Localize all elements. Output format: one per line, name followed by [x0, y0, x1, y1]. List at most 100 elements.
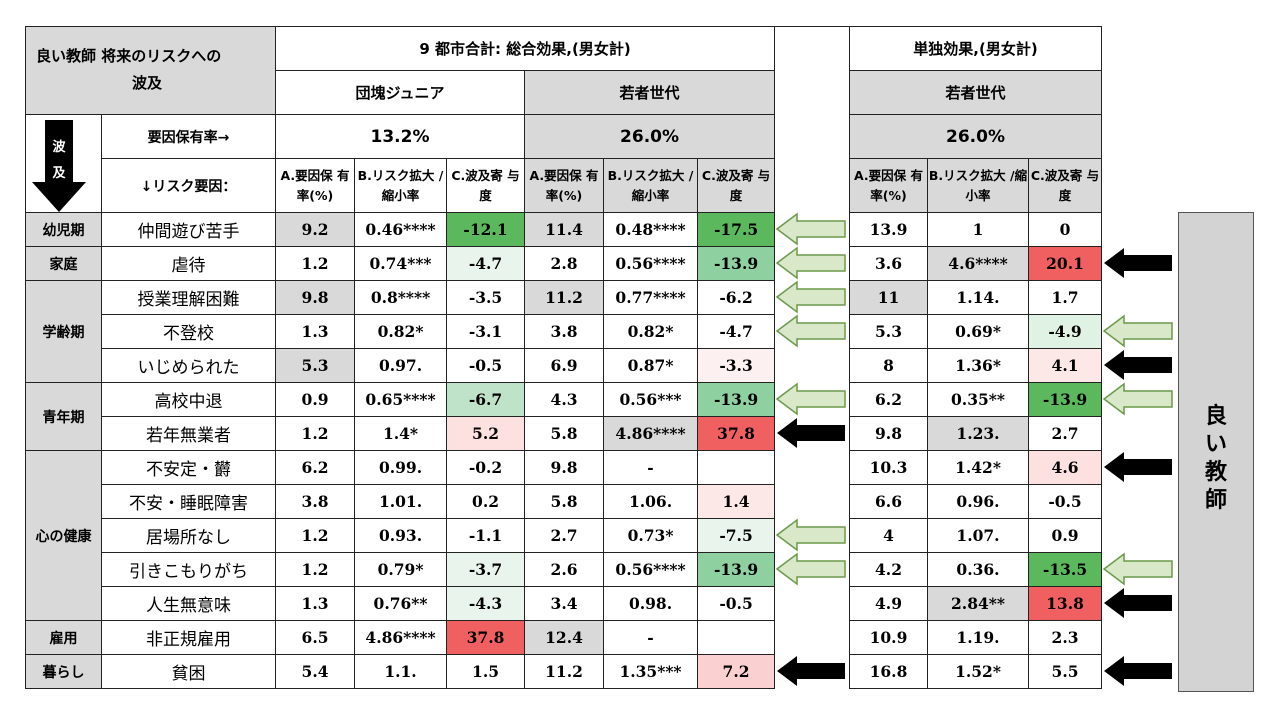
value-cell-yC: 37.8 [697, 416, 776, 451]
value-cell-yC [697, 450, 776, 485]
table-row: 人生無意味 1.3 0.76** -4.3 3.4 0.98. -0.5 [26, 586, 776, 621]
value-cell-sC: 2.3 [1027, 620, 1103, 655]
value-cell-jA: 6.5 [275, 620, 356, 655]
value-cell-sB: 1.52* [927, 654, 1029, 689]
value-cell-jB: 0.99. [354, 450, 448, 485]
value-cell-sA: 9.8 [849, 416, 928, 451]
risk-factor-name: 人生無意味 [100, 586, 277, 621]
value-cell-jC: -0.2 [446, 450, 526, 485]
table-row: 16.8 1.52* 5.5 [849, 654, 1103, 689]
col-b-junior: B.リスク拡大 /縮小率 [354, 158, 448, 213]
value-cell-yC: 1.4 [697, 484, 776, 519]
value-cell-jA: 1.3 [275, 586, 356, 621]
value-cell-sC: 0 [1027, 212, 1103, 247]
table-row: 9.8 1.23. 2.7 [849, 416, 1103, 451]
table-row: 13.9 1 0 [849, 212, 1103, 247]
value-cell-sB: 1.07. [927, 518, 1029, 553]
value-cell-jA: 3.8 [275, 484, 356, 519]
table-row: 幼児期 仲間遊び苦手 9.2 0.46**** -12.1 11.4 0.48**** -17… [25, 212, 776, 247]
value-cell-sA: 11 [849, 280, 928, 315]
green-left-arrow-icon [1102, 314, 1173, 348]
table-row: いじめられた 5.3 0.97. -0.5 6.9 0.87* -3.3 [26, 348, 776, 383]
table-row: 10.9 1.19. 2.3 [849, 620, 1103, 655]
table-row: 8 1.36* 4.1 [849, 348, 1103, 383]
value-cell-sA: 13.9 [849, 212, 928, 247]
value-cell-jB: 1.01. [354, 484, 448, 519]
value-cell-jC: -6.7 [446, 382, 526, 417]
green-left-arrow-icon [775, 246, 846, 280]
value-cell-yB: 0.82* [603, 314, 699, 349]
risk-factor-name: 非正規雇用 [100, 620, 277, 655]
value-cell-sA: 4 [849, 518, 928, 553]
spill-char1: 波 [52, 140, 66, 155]
black-left-arrow-icon [777, 656, 845, 686]
stage-label: 幼児期 [25, 212, 102, 247]
value-cell-sB: 0.69* [927, 314, 1029, 349]
value-cell-jC: -1.1 [446, 518, 526, 553]
table-row: 若年無業者 1.2 1.4* 5.2 5.8 4.86**** 37.8 [26, 416, 776, 451]
value-cell-sA: 8 [849, 348, 928, 383]
value-cell-yB: 0.56**** [603, 552, 699, 587]
green-left-arrow-icon [775, 212, 846, 246]
value-cell-yA: 2.6 [524, 552, 605, 587]
value-cell-jA: 1.2 [275, 246, 356, 281]
value-cell-sB: 0.35** [927, 382, 1029, 417]
value-cell-yB: 0.48**** [603, 212, 699, 247]
value-cell-jA: 1.2 [275, 416, 356, 451]
black-left-arrow-icon [1104, 350, 1172, 380]
value-cell-sC: 2.7 [1027, 416, 1103, 451]
value-cell-yA: 2.8 [524, 246, 605, 281]
value-cell-jC: -12.1 [446, 212, 526, 247]
stage-label: 雇用 [25, 620, 102, 655]
value-cell-yC: -4.7 [697, 314, 776, 349]
value-cell-yC: 7.2 [697, 654, 776, 689]
spill-down-arrow-icon [32, 120, 86, 212]
table-row: 不登校 1.3 0.82* -3.1 3.8 0.82* -4.7 [26, 314, 776, 349]
value-cell-jC: -4.3 [446, 586, 526, 621]
value-cell-sA: 10.3 [849, 450, 928, 485]
value-cell-jA: 1.3 [275, 314, 356, 349]
table-title-line1: 良い教師 将来のリスクへの [36, 47, 222, 65]
value-cell-yB: 0.56*** [603, 382, 699, 417]
value-cell-sC: 1.7 [1027, 280, 1103, 315]
value-cell-yB: - [603, 450, 699, 485]
table-row: 不安・睡眠障害 3.8 1.01. 0.2 5.8 1.06. 1.4 [26, 484, 776, 519]
table-row: 家庭 虐待 1.2 0.74*** -4.7 2.8 0.56**** -13.9 [25, 246, 776, 281]
green-left-arrow-icon [775, 552, 846, 586]
table-row: 4.9 2.84** 13.8 [849, 586, 1103, 621]
arrows-right [1102, 248, 1173, 686]
value-cell-sC: -13.9 [1027, 382, 1103, 417]
value-cell-sA: 16.8 [849, 654, 928, 689]
col-c-single: C.波及寄 与度 [1027, 158, 1103, 213]
col-a-junior: A.要因保 有率(%) [275, 158, 356, 213]
value-cell-yB: - [603, 620, 699, 655]
value-cell-sC: 4.6 [1027, 450, 1103, 485]
table-row: 3.6 4.6**** 20.1 [849, 246, 1103, 281]
col-b-young: B.リスク拡大 /縮小率 [603, 158, 699, 213]
value-cell-yA: 11.2 [524, 280, 605, 315]
black-left-arrow-icon [777, 418, 845, 448]
value-cell-yB: 0.98. [603, 586, 699, 621]
risk-factor-name: 授業理解困難 [100, 280, 277, 315]
single-effect-table: 単独効果,(男女計) 若者世代 26.0% A.要因保 有率(%) B.リスク拡… [848, 26, 1103, 689]
value-cell-jB: 0.74*** [354, 246, 448, 281]
value-cell-jA: 9.8 [275, 280, 356, 315]
value-cell-yC: -6.2 [697, 280, 776, 315]
risk-factor-name: 不安・睡眠障害 [100, 484, 277, 519]
value-cell-jC: -0.5 [446, 348, 526, 383]
total-effect-header: 9 都市合計: 総合効果,(男女計) [275, 26, 776, 71]
risk-factor-name: いじめられた [100, 348, 277, 383]
middle-divider [774, 26, 849, 692]
black-left-arrow-icon [1104, 452, 1172, 482]
green-left-arrow-icon [1102, 552, 1173, 586]
table-row: 5.3 0.69* -4.9 [849, 314, 1103, 349]
total-effect-table: 良い教師 将来のリスクへの 波及 9 都市合計: 総合効果,(男女計) 団塊ジュ… [24, 26, 776, 689]
value-cell-jA: 9.2 [275, 212, 356, 247]
value-cell-yA: 12.4 [524, 620, 605, 655]
value-cell-jA: 5.3 [275, 348, 356, 383]
value-cell-yB: 0.77**** [603, 280, 699, 315]
green-left-arrow-icon [775, 382, 846, 416]
green-left-arrow-icon [775, 518, 846, 552]
value-cell-yA: 11.4 [524, 212, 605, 247]
value-cell-yC: -7.5 [697, 518, 776, 553]
